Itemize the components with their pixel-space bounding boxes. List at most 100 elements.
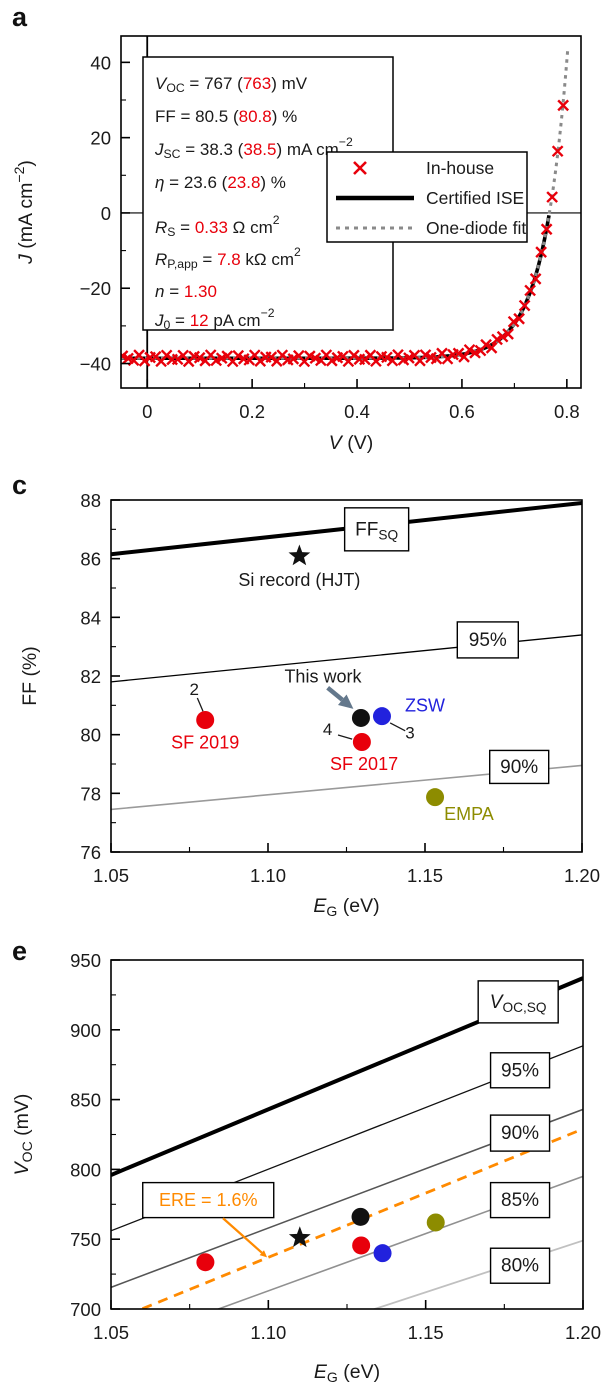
axis-ticks — [110, 499, 583, 853]
device-parameter-line: RS = 0.33 Ω cm2 — [155, 213, 280, 239]
in-house-x-marker — [232, 349, 245, 362]
point-sf-2019 — [196, 1253, 215, 1272]
panel-c-ff-vs-eg-chart: FFSQ 95% 90% Si record (HJT) 2 SF 2019 This wo… — [19, 490, 600, 920]
sf-2017-label: SF 2017 — [330, 754, 398, 774]
in-house-x-marker — [507, 315, 520, 328]
voc-sq-box — [477, 980, 559, 1024]
point-sf-2019 — [196, 711, 215, 729]
box-80pct — [489, 1247, 551, 1284]
box-95pct-label: 95% — [469, 629, 507, 650]
y-tick-label: 84 — [80, 607, 101, 628]
device-parameter-line: n = 1.30 — [155, 282, 217, 301]
in-house-x-marker — [524, 284, 536, 297]
this-work-arrow — [326, 685, 344, 702]
voc-sq-box-label: VOC,SQ — [490, 991, 547, 1014]
panel-e-voc-vs-eg-chart: VOC,SQ 95% 90% 85% 80% ERE = 1.6% 1.05 1.10 1.15… — [11, 950, 601, 1386]
point-empa — [426, 1213, 445, 1232]
axis-ticks — [121, 61, 568, 388]
in-house-x-marker — [557, 99, 570, 112]
y-tick-label: 950 — [70, 950, 101, 971]
box-95pct-label: 95% — [501, 1060, 539, 1081]
box-85pct-label: 85% — [501, 1190, 539, 1211]
y-tick-label: 0 — [101, 202, 111, 223]
ref-4-label: 4 — [323, 719, 332, 738]
x-tick-label: 1.20 — [564, 865, 600, 886]
y-tick-label: 76 — [80, 842, 101, 863]
device-parameter-line: J0 = 12 pA cm−2 — [154, 306, 275, 332]
point-si-record-hjt — [288, 1226, 311, 1248]
y-tick-label: 78 — [80, 783, 101, 804]
annotation-connector-line — [196, 697, 204, 712]
in-house-x-marker — [480, 338, 492, 351]
y-tick-label: 750 — [70, 1229, 101, 1250]
x-tick-label: 0.6 — [449, 401, 475, 422]
x-tick-label: 0.4 — [344, 401, 370, 422]
empa-label: EMPA — [444, 804, 494, 824]
x-tick-label: 1.05 — [93, 865, 129, 886]
y-tick-label: 86 — [80, 548, 101, 569]
y-axis-title: FF (%) — [19, 646, 41, 706]
box-95pct — [489, 1052, 551, 1089]
y-tick-label: 88 — [80, 490, 101, 511]
this-work-arrow-head — [337, 694, 354, 709]
y-tick-label: 850 — [70, 1089, 101, 1110]
panel-a-jv-curve-chart: VOC = 767 (763) mV FF = 80.5 (80.8) % JSC … — [11, 35, 582, 454]
y-tick-label: 800 — [70, 1159, 101, 1180]
in-house-x-marker — [138, 355, 151, 367]
legend-item-label: One-diode fit — [426, 218, 526, 238]
device-parameter-line: JSC = 38.3 (38.5) mA cm−2 — [154, 135, 353, 161]
box-90pct-label: 90% — [501, 1123, 539, 1144]
axis-ticks — [110, 959, 584, 1310]
point-si-record-hjt — [288, 544, 311, 566]
si-record-label: Si record (HJT) — [238, 570, 360, 590]
in-house-x-marker — [546, 191, 559, 203]
x-tick-label: 1.05 — [93, 1322, 129, 1343]
in-house-x-marker — [381, 351, 393, 364]
ere-arrow-head — [259, 1250, 268, 1258]
x-axis-title: V (V) — [329, 432, 373, 454]
x-tick-label: 1.10 — [250, 865, 286, 886]
ff-sq-box-label: FFSQ — [355, 519, 398, 542]
device-parameter-line: VOC = 767 (763) mV — [155, 74, 308, 96]
x-tick-label: 1.15 — [408, 1322, 444, 1343]
in-house-x-marker — [326, 354, 338, 367]
x-tick-label: 1.20 — [565, 1322, 601, 1343]
device-parameter-line: RP,app = 7.8 kΩ cm2 — [155, 245, 301, 271]
y-tick-label: 20 — [90, 127, 111, 148]
point-zsw — [373, 1244, 392, 1263]
in-house-x-marker — [502, 328, 514, 340]
box-90pct-label: 90% — [500, 756, 538, 777]
x-tick-label: 0.8 — [554, 401, 580, 422]
panel-letter-a: a — [12, 2, 28, 32]
in-house-x-marker — [529, 273, 542, 285]
in-house-x-marker — [551, 145, 564, 158]
ere-box — [142, 1181, 275, 1219]
point-this-work — [351, 708, 370, 727]
legend-x-marker-icon — [353, 161, 367, 175]
annotation-connector-line — [389, 722, 406, 732]
panel-letter-e: e — [12, 936, 28, 966]
y-tick-label: 900 — [70, 1019, 101, 1040]
in-house-x-marker — [193, 351, 206, 364]
x-tick-label: 1.15 — [407, 865, 443, 886]
x-tick-label: 1.10 — [250, 1322, 286, 1343]
y-tick-label: 80 — [80, 724, 101, 745]
x-tick-label: 0 — [142, 401, 152, 422]
plot-border — [120, 35, 582, 389]
in-house-x-marker — [518, 299, 531, 312]
in-house-x-marker — [463, 343, 476, 356]
legend-item-label: Certified ISE — [426, 188, 524, 208]
series-in-house — [121, 99, 570, 368]
y-tick-label: 82 — [80, 666, 101, 687]
device-parameter-line: η = 23.6 (23.8) % — [155, 173, 286, 192]
y-axis-title: J (mA cm−2) — [11, 160, 37, 265]
in-house-x-marker — [485, 342, 498, 354]
y-tick-label: 40 — [90, 52, 111, 73]
x-tick-label: 0.2 — [239, 401, 265, 422]
ref-3-label: 3 — [405, 723, 414, 742]
box-90pct — [489, 749, 550, 785]
this-work-label: This work — [284, 667, 362, 687]
legend-item-label: In-house — [426, 158, 494, 178]
point-sf-2017 — [352, 733, 371, 751]
